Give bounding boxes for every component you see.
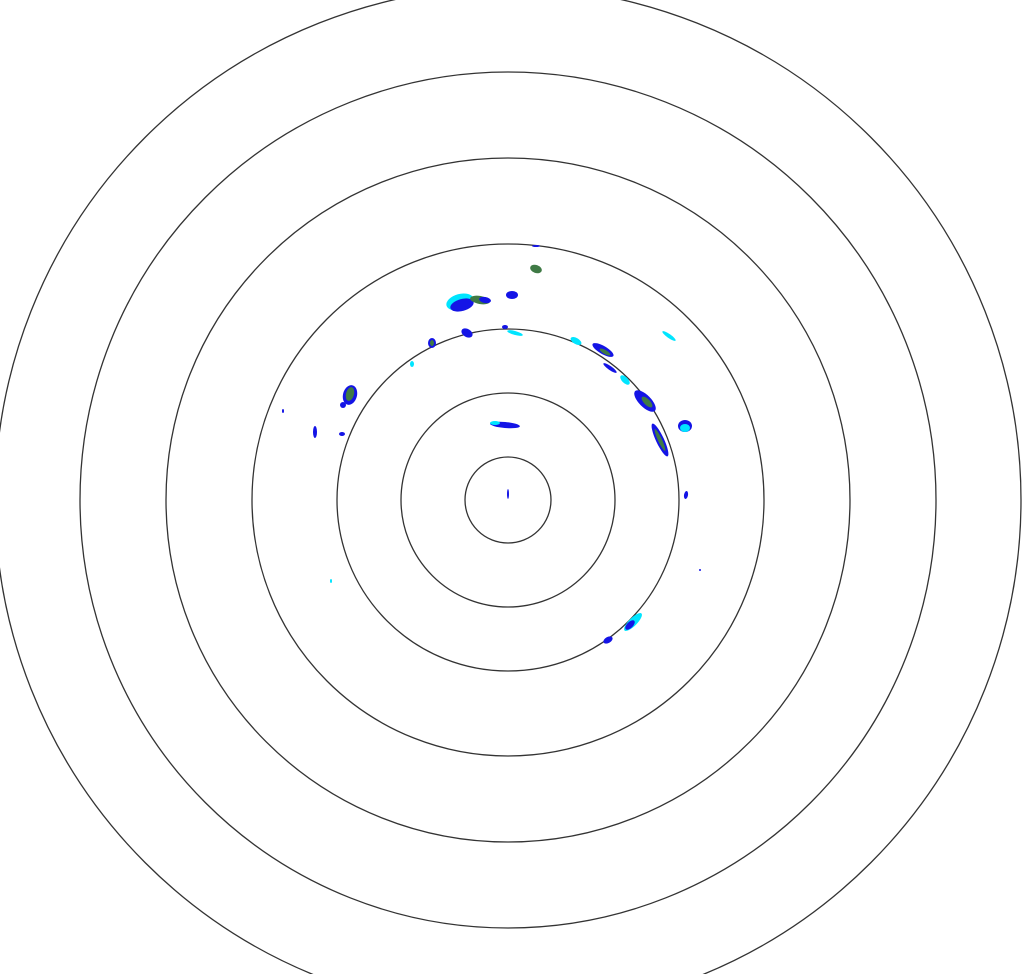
echo-cell — [620, 375, 630, 385]
echo-cell — [641, 396, 653, 408]
echo-cell — [461, 328, 473, 338]
echo-cell — [410, 361, 414, 367]
echo-cell — [340, 402, 346, 408]
echo-cell — [699, 569, 701, 571]
echo-cell — [599, 348, 611, 356]
echo-cell — [603, 636, 613, 644]
echo-cell — [490, 421, 500, 425]
echo-cell — [339, 432, 345, 436]
echo-cell — [313, 426, 317, 438]
echo-cell — [282, 409, 284, 413]
echo-cell — [683, 491, 689, 499]
echo-cell — [625, 620, 635, 630]
echo-cell — [345, 387, 355, 401]
echo-cell — [330, 579, 332, 583]
echo-cell — [530, 264, 542, 274]
echo-cell — [502, 325, 508, 329]
echo-cell — [680, 424, 690, 432]
range-ring-2 — [400, 392, 616, 608]
range-ring-5 — [165, 157, 851, 843]
echo-cell — [654, 429, 666, 451]
echo-cell — [507, 489, 509, 499]
echo-cell — [450, 298, 474, 312]
precipitation-echoes — [282, 245, 701, 644]
echo-cell — [506, 291, 518, 299]
range-ring-6 — [79, 71, 937, 929]
echo-cell — [662, 331, 676, 341]
echo-cell — [570, 337, 582, 345]
range-ring-3 — [336, 328, 680, 672]
echo-cell — [479, 296, 491, 304]
echo-cell — [603, 363, 617, 373]
range-ring-4 — [251, 243, 765, 757]
echo-cell — [430, 340, 434, 346]
echo-cell — [532, 245, 540, 247]
echo-cell — [507, 330, 523, 336]
range-ring-1 — [464, 456, 552, 544]
